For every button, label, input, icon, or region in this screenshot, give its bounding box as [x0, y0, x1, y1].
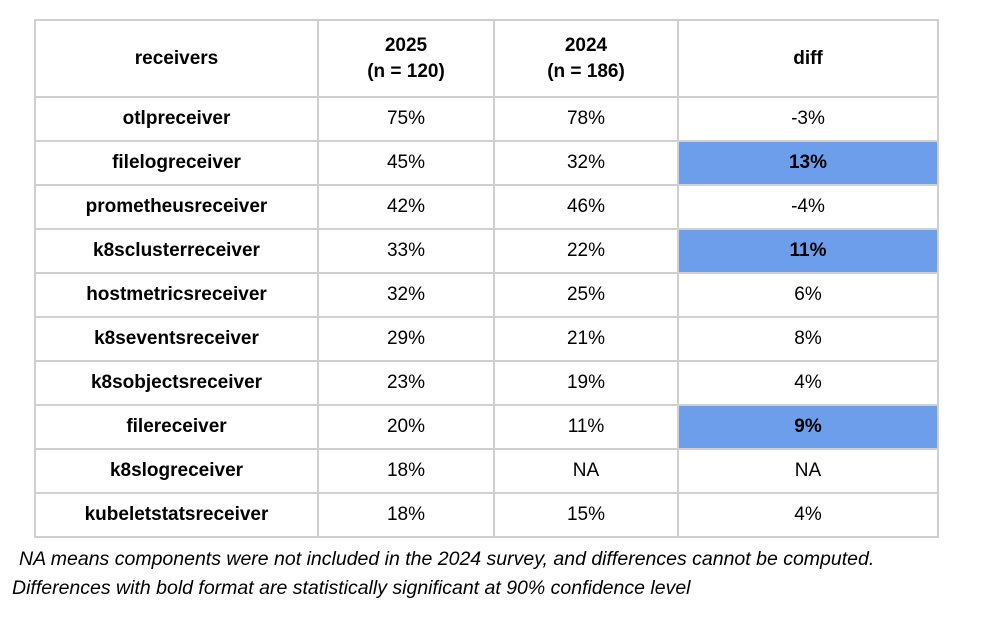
table-row: k8seventsreceiver 29% 21% 8% — [34, 316, 939, 362]
table-header: receivers 2025 (n = 120) 2024 (n = 186) … — [34, 19, 939, 98]
column-header-sample-size: (n = 186) — [547, 60, 625, 82]
receiver-name-cell: kubeletstatsreceiver — [34, 492, 319, 538]
receiver-name-cell: k8sobjectsreceiver — [34, 360, 319, 406]
diff-cell: -4% — [677, 184, 939, 230]
value-2025-cell: 75% — [317, 96, 495, 142]
receiver-name-cell: k8seventsreceiver — [34, 316, 319, 362]
receiver-name-cell: hostmetricsreceiver — [34, 272, 319, 318]
receiver-name-cell: otlpreceiver — [34, 96, 319, 142]
table-row: filereceiver 20% 11% 9% — [34, 404, 939, 450]
receivers-survey-table: receivers 2025 (n = 120) 2024 (n = 186) … — [34, 19, 939, 538]
diff-cell: 4% — [677, 360, 939, 406]
diff-cell: -3% — [677, 96, 939, 142]
value-2024-cell: 22% — [493, 228, 679, 274]
column-header-receivers: receivers — [34, 19, 319, 98]
value-2024-cell: 15% — [493, 492, 679, 538]
diff-cell: 4% — [677, 492, 939, 538]
header-row: receivers 2025 (n = 120) 2024 (n = 186) … — [34, 19, 939, 98]
value-2024-cell: 78% — [493, 96, 679, 142]
receiver-name-cell: k8sclusterreceiver — [34, 228, 319, 274]
value-2025-cell: 23% — [317, 360, 495, 406]
table-row: kubeletstatsreceiver 18% 15% 4% — [34, 492, 939, 538]
diff-cell-significant: 11% — [677, 228, 939, 274]
value-2025-cell: 20% — [317, 404, 495, 450]
value-2025-cell: 45% — [317, 140, 495, 186]
footnote-na-explanation: NA means components were not included in… — [19, 548, 875, 570]
value-2025-cell: 42% — [317, 184, 495, 230]
value-2024-cell: NA — [493, 448, 679, 494]
value-2025-cell: 18% — [317, 448, 495, 494]
column-header-sample-size: (n = 120) — [367, 60, 445, 82]
table-row: k8sobjectsreceiver 23% 19% 4% — [34, 360, 939, 406]
footnote-significance-explanation: Differences with bold format are statist… — [12, 577, 691, 599]
footnotes: NA means components were not included in… — [12, 545, 977, 603]
value-2025-cell: 33% — [317, 228, 495, 274]
table-row: hostmetricsreceiver 32% 25% 6% — [34, 272, 939, 318]
value-2024-cell: 21% — [493, 316, 679, 362]
value-2025-cell: 29% — [317, 316, 495, 362]
column-header-label: diff — [793, 47, 823, 69]
diff-cell: 6% — [677, 272, 939, 318]
column-header-year: 2024 — [564, 34, 608, 56]
table-row: filelogreceiver 45% 32% 13% — [34, 140, 939, 186]
value-2025-cell: 32% — [317, 272, 495, 318]
receiver-name-cell: filelogreceiver — [34, 140, 319, 186]
column-header-year: 2025 — [384, 34, 428, 56]
diff-cell: 8% — [677, 316, 939, 362]
table-body: otlpreceiver 75% 78% -3% filelogreceiver 45% 3… — [34, 96, 939, 538]
value-2025-cell: 18% — [317, 492, 495, 538]
table-row: prometheusreceiver 42% 46% -4% — [34, 184, 939, 230]
table-row: k8slogreceiver 18% NA NA — [34, 448, 939, 494]
column-header-diff: diff — [677, 19, 939, 98]
value-2024-cell: 19% — [493, 360, 679, 406]
table-row: otlpreceiver 75% 78% -3% — [34, 96, 939, 142]
receiver-name-cell: k8slogreceiver — [34, 448, 319, 494]
column-header-label: receivers — [134, 47, 219, 69]
column-header-2024: 2024 (n = 186) — [493, 19, 679, 98]
value-2024-cell: 46% — [493, 184, 679, 230]
value-2024-cell: 32% — [493, 140, 679, 186]
value-2024-cell: 25% — [493, 272, 679, 318]
diff-cell-significant: 9% — [677, 404, 939, 450]
column-header-2025: 2025 (n = 120) — [317, 19, 495, 98]
value-2024-cell: 11% — [493, 404, 679, 450]
table-row: k8sclusterreceiver 33% 22% 11% — [34, 228, 939, 274]
receiver-name-cell: prometheusreceiver — [34, 184, 319, 230]
diff-cell-significant: 13% — [677, 140, 939, 186]
receiver-name-cell: filereceiver — [34, 404, 319, 450]
diff-cell: NA — [677, 448, 939, 494]
